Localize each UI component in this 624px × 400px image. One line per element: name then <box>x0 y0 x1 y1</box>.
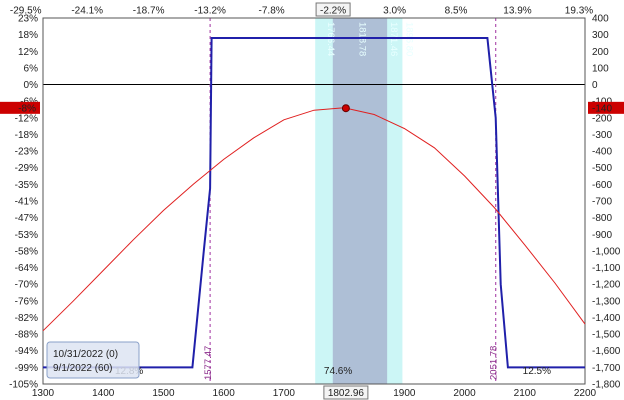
band-label: 1818.78 <box>356 22 367 56</box>
right-tick-label: -1,800 <box>592 380 621 391</box>
bottom-tick-label: 2000 <box>453 388 476 399</box>
left-tick-label: -99% <box>15 363 38 374</box>
right-tick-label: -800 <box>592 213 612 224</box>
right-value-badge-label: -140 <box>592 103 612 114</box>
right-tick-label: -1,400 <box>592 313 621 324</box>
left-tick-label: -76% <box>15 296 38 307</box>
left-tick-label: -47% <box>15 213 38 224</box>
top-tick-label: 8.5% <box>445 6 468 17</box>
left-tick-label: 6% <box>24 63 39 74</box>
right-tick-label: -400 <box>592 147 612 158</box>
right-tick-label: -1,200 <box>592 280 621 291</box>
current-price-box <box>323 385 369 400</box>
right-tick-label: -1,000 <box>592 246 621 257</box>
left-value-badge-label: -8% <box>18 103 36 114</box>
top-tick-label: -2.2% <box>320 6 346 17</box>
probability-label: 74.6% <box>324 366 352 377</box>
right-value-badge <box>588 101 624 114</box>
right-tick-label: -200 <box>592 113 612 124</box>
left-tick-label: -64% <box>15 263 38 274</box>
right-tick-label: 200 <box>592 47 609 58</box>
right-tick-label: -1,300 <box>592 296 621 307</box>
legend-box <box>46 341 140 379</box>
bottom-tick-label: 2100 <box>514 388 537 399</box>
left-tick-label: -41% <box>15 197 38 208</box>
top-tick-label: 19.3% <box>565 6 593 17</box>
top-tick-label: -29.5% <box>10 6 42 17</box>
right-tick-label: -900 <box>592 230 612 241</box>
bottom-tick-label: 1600 <box>213 388 236 399</box>
left-tick-label: -58% <box>15 246 38 257</box>
left-tick-label: 12% <box>18 47 38 58</box>
breakeven-label: 1577.47 <box>203 346 214 380</box>
right-tick-label: -500 <box>592 163 612 174</box>
right-tick-label: -1,700 <box>592 363 621 374</box>
series-lines <box>42 37 586 369</box>
left-tick-label: -70% <box>15 280 38 291</box>
right-tick-label: -300 <box>592 130 612 141</box>
std-dev-bands: 1766.44 1818.78 1871.46 1896.80 <box>315 18 414 384</box>
bottom-tick-label: 1300 <box>32 388 55 399</box>
right-tick-label: -600 <box>592 180 612 191</box>
left-tick-label: -29% <box>15 163 38 174</box>
right-tick-label: 0 <box>592 80 598 91</box>
breakeven-label: 2051.78 <box>489 346 500 380</box>
band-label: 1896.80 <box>403 22 414 56</box>
band-label: 1766.44 <box>325 22 336 56</box>
bottom-tick-label: 1400 <box>92 388 115 399</box>
left-tick-label: -94% <box>15 346 38 357</box>
top-tick-label: -7.8% <box>259 6 285 17</box>
left-tick-label: 23% <box>18 14 38 25</box>
left-tick-label: 18% <box>18 30 38 41</box>
series-line <box>43 37 585 369</box>
left-tick-label: -18% <box>15 130 38 141</box>
plot-frame <box>42 17 586 385</box>
current-price-label: 1802.96 <box>328 388 365 399</box>
right-tick-label: -1,600 <box>592 346 621 357</box>
bottom-tick-label: 1500 <box>152 388 175 399</box>
legend[interactable]: 10/31/2022 (0) 9/1/2022 (60) <box>46 341 140 379</box>
top-tick-label: 3.0% <box>383 6 406 17</box>
band-label: 1871.46 <box>388 22 399 56</box>
left-tick-label: -105% <box>9 380 38 391</box>
series-line <box>42 107 586 332</box>
left-tick-label: -23% <box>15 147 38 158</box>
left-tick-label: -35% <box>15 180 38 191</box>
left-tick-label: -88% <box>15 330 38 341</box>
inner-band <box>332 18 388 384</box>
right-tick-label: 400 <box>592 14 609 25</box>
right-tick-label: -1,100 <box>592 263 621 274</box>
top-tick-label: 13.9% <box>503 6 531 17</box>
left-tick-label: -53% <box>15 230 38 241</box>
top-tick-label: -18.7% <box>133 6 165 17</box>
gridlines: 1577.47 2051.78 <box>43 18 585 384</box>
left-value-badge <box>0 101 40 114</box>
left-tick-label: -12% <box>15 113 38 124</box>
right-tick-label: 100 <box>592 63 609 74</box>
probability-label: 12.5% <box>523 366 551 377</box>
right-tick-label: -1,500 <box>592 330 621 341</box>
top-tick-highlight-box <box>315 2 351 17</box>
bottom-tick-label: 1700 <box>273 388 296 399</box>
top-tick-label: -13.2% <box>194 6 226 17</box>
legend-item-expiry: 10/31/2022 (0) <box>53 349 118 360</box>
legend-item-current: 9/1/2022 (60) <box>53 363 113 374</box>
right-tick-label: -700 <box>592 197 612 208</box>
left-tick-label: 0% <box>24 80 39 91</box>
left-tick-label: -82% <box>15 313 38 324</box>
top-tick-label: -24.1% <box>71 6 103 17</box>
bottom-tick-label: 1900 <box>393 388 416 399</box>
current-position-dot <box>341 104 350 113</box>
bottom-tick-label: 2200 <box>574 388 597 399</box>
right-tick-label: 300 <box>592 30 609 41</box>
